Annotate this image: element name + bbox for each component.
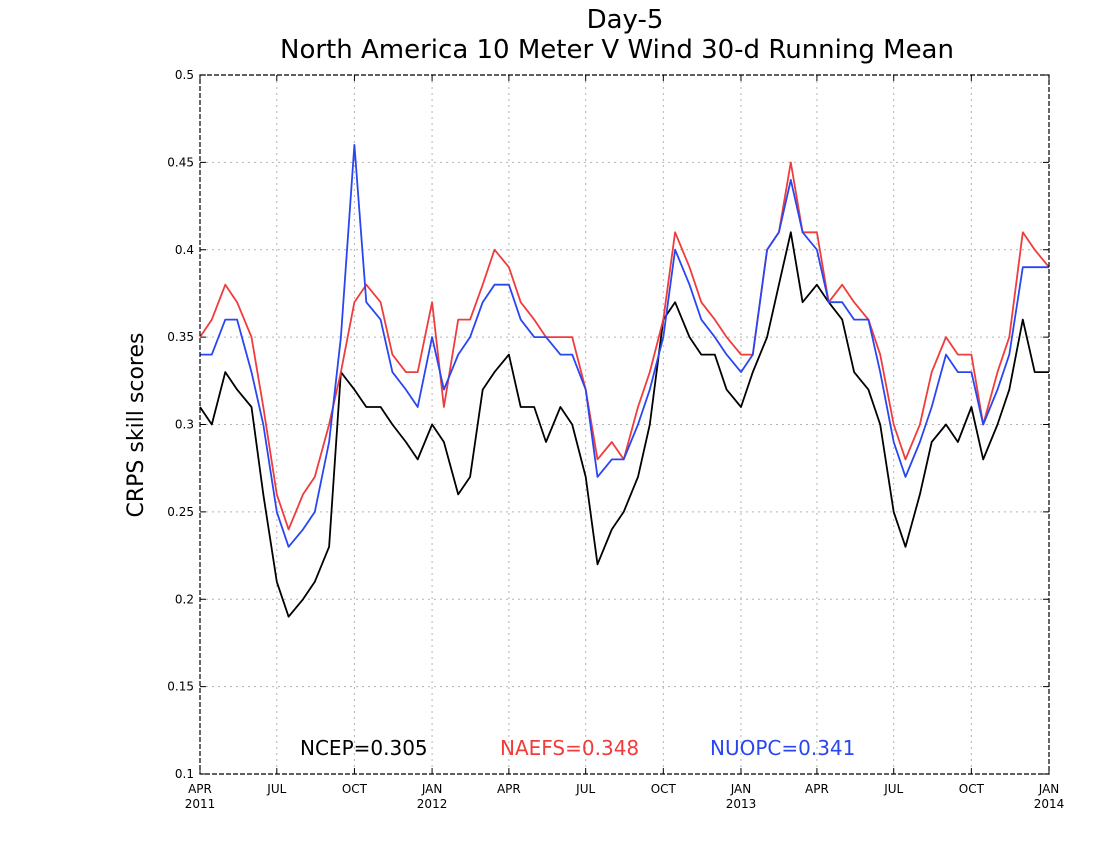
- y-axis-ticks: 0.1 0.15 0.2 0.25 0.3 0.35 0.4 0.45 0.5: [167, 68, 1049, 781]
- x-tick-year-label: 2014: [1034, 797, 1065, 811]
- x-tick-label: JUL: [883, 782, 903, 796]
- x-tick-year-label: 2013: [726, 797, 757, 811]
- grid-lines: [200, 75, 1049, 774]
- y-tick-label: 0.5: [175, 68, 194, 82]
- y-axis-label: CRPS skill scores: [124, 333, 149, 518]
- x-tick-label: JAN: [1038, 782, 1060, 796]
- legend-ncep: NCEP=0.305: [300, 736, 428, 760]
- x-tick-label: JAN: [421, 782, 443, 796]
- legend-naefs: NAEFS=0.348: [500, 736, 639, 760]
- y-tick-label: 0.45: [167, 155, 194, 169]
- y-tick-label: 0.35: [167, 330, 194, 344]
- plot-frame: [199, 74, 1050, 775]
- y-tick-label: 0.1: [175, 767, 194, 781]
- x-tick-label: JAN: [730, 782, 752, 796]
- legend-nuopc: NUOPC=0.341: [710, 736, 855, 760]
- x-tick-label: OCT: [959, 782, 985, 796]
- x-tick-label: JUL: [575, 782, 595, 796]
- chart-subtitle: North America 10 Meter V Wind 30-d Runni…: [280, 35, 954, 65]
- y-tick-label: 0.2: [175, 592, 194, 606]
- x-tick-label: OCT: [651, 782, 677, 796]
- y-tick-label: 0.25: [167, 505, 194, 519]
- x-tick-label: APR: [188, 782, 212, 796]
- x-tick-year-label: 2011: [185, 797, 216, 811]
- x-tick-year-label: 2012: [417, 797, 448, 811]
- x-tick-label: OCT: [342, 782, 368, 796]
- x-tick-label: APR: [497, 782, 521, 796]
- x-tick-label: JUL: [266, 782, 286, 796]
- y-tick-label: 0.4: [175, 243, 194, 257]
- chart-title: Day-5: [587, 5, 664, 35]
- y-tick-label: 0.3: [175, 418, 194, 432]
- series-line-nuopc: [200, 143, 1049, 548]
- series-lines: [199, 143, 1050, 618]
- x-tick-label: APR: [805, 782, 829, 796]
- y-tick-label: 0.15: [167, 680, 194, 694]
- series-line-naefs: [199, 161, 1050, 531]
